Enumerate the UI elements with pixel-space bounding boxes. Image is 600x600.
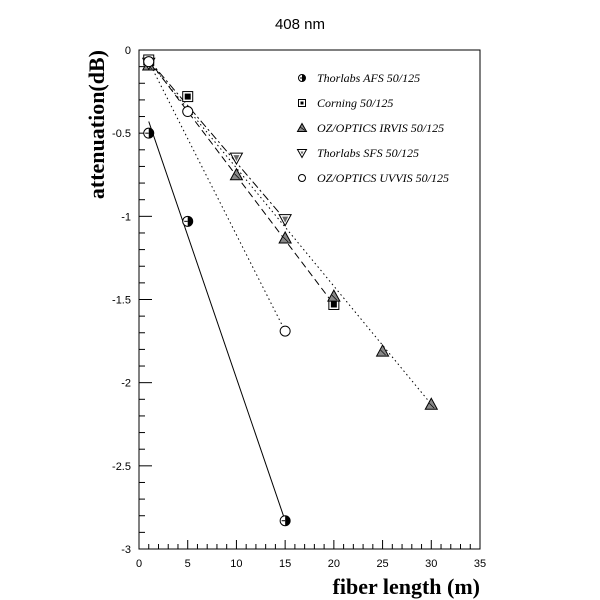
data-point-series-3 bbox=[327, 289, 341, 302]
legend-label-4: Thorlabs SFS 50/125 bbox=[317, 146, 419, 160]
fit-line-series-2 bbox=[148, 59, 335, 305]
legend-marker-4 bbox=[296, 149, 308, 159]
legend-label-3: OZ/OPTICS IRVIS 50/125 bbox=[317, 121, 444, 135]
axis-ticks bbox=[138, 49, 481, 550]
x-tick-labels: 0 5 10 15 20 25 30 35 bbox=[136, 558, 486, 570]
y-tick-label: -0.5 bbox=[112, 128, 131, 140]
data-point-series-5 bbox=[182, 106, 194, 118]
chart-title: 408 nm bbox=[275, 16, 325, 33]
y-tick-labels: 0 -0.5 -1 -1.5 -2 -2.5 -3 bbox=[112, 45, 131, 556]
data-point-series-5 bbox=[143, 56, 155, 68]
y-tick-label: 0 bbox=[125, 45, 131, 57]
fit-line-series-4 bbox=[148, 59, 286, 220]
legend-marker-1 bbox=[298, 74, 306, 82]
data-points bbox=[141, 54, 439, 527]
data-point-series-3 bbox=[278, 230, 292, 244]
x-tick-label: 0 bbox=[136, 558, 142, 570]
x-tick-label: 30 bbox=[425, 558, 437, 570]
x-tick-label: 35 bbox=[474, 558, 486, 570]
data-point-series-4 bbox=[229, 152, 244, 166]
x-tick-label: 10 bbox=[230, 558, 242, 570]
legend-label-2: Corning 50/125 bbox=[317, 96, 393, 110]
data-point-series-2 bbox=[182, 91, 194, 103]
x-tick-label: 25 bbox=[376, 558, 388, 570]
y-tick-label: -3 bbox=[121, 544, 131, 556]
y-tick-label: -1 bbox=[121, 211, 131, 223]
y-tick-label: -2 bbox=[121, 378, 131, 390]
data-point-series-1 bbox=[279, 515, 291, 527]
data-point-series-3 bbox=[229, 167, 244, 181]
data-point-series-1 bbox=[182, 215, 194, 227]
legend-label-1: Thorlabs AFS 50/125 bbox=[317, 71, 420, 85]
x-axis-label: fiber length (m) bbox=[333, 574, 480, 599]
legend-label-5: OZ/OPTICS UVVIS 50/125 bbox=[317, 171, 449, 185]
legend-marker-5 bbox=[298, 174, 306, 182]
y-tick-label: -1.5 bbox=[112, 295, 131, 307]
x-tick-label: 20 bbox=[328, 558, 340, 570]
x-tick-label: 5 bbox=[185, 558, 191, 570]
data-point-series-3 bbox=[375, 344, 390, 357]
fit-line-series-5 bbox=[148, 61, 286, 332]
data-point-series-1 bbox=[143, 127, 155, 139]
y-tick-label: -2.5 bbox=[112, 461, 131, 473]
data-point-series-5 bbox=[279, 325, 291, 337]
legend-marker-2 bbox=[298, 99, 306, 107]
fit-line-series-1 bbox=[148, 121, 286, 521]
x-tick-label: 15 bbox=[279, 558, 291, 570]
legend-marker-3 bbox=[296, 122, 308, 132]
y-axis-label: attenuation(dB) bbox=[84, 50, 109, 199]
data-point-series-3 bbox=[424, 397, 439, 410]
legend: Thorlabs AFS 50/125 Corning 50/125 OZ/OPTI… bbox=[296, 71, 449, 185]
data-point-series-4 bbox=[278, 214, 292, 227]
